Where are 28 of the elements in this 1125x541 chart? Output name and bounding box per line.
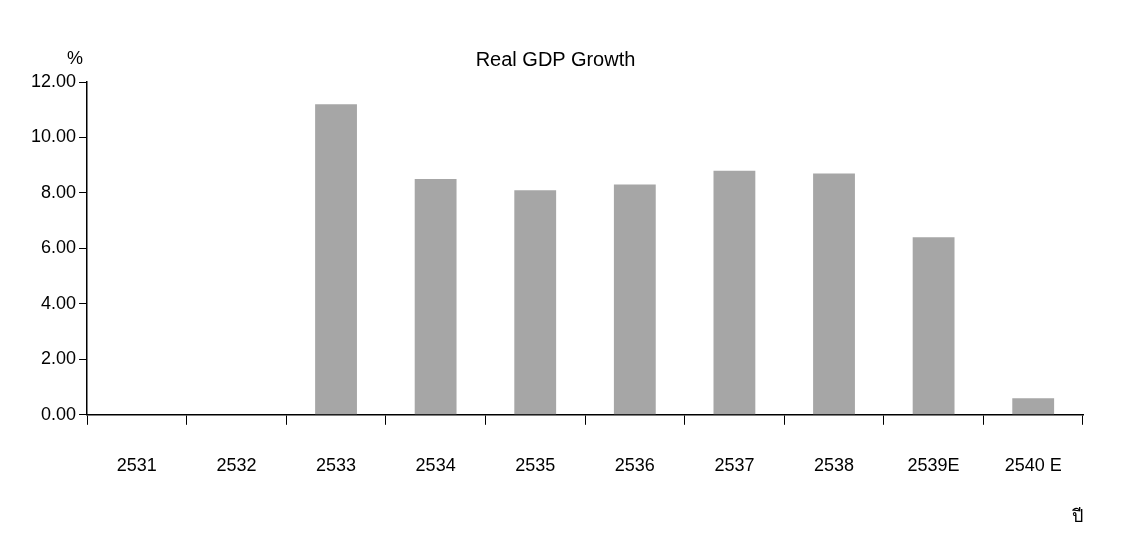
bar xyxy=(315,104,357,415)
x-tick-label: 2531 xyxy=(116,454,157,475)
x-tick-label: 2537 xyxy=(714,454,755,475)
bar xyxy=(613,184,656,415)
x-tick-label: 2534 xyxy=(415,454,456,475)
y-tick-label: 2.00 xyxy=(41,348,77,369)
y-tick-label: 0.00 xyxy=(41,403,77,424)
x-tick-label: 2536 xyxy=(614,454,655,475)
bar xyxy=(713,170,756,415)
x-tick-label: 2532 xyxy=(216,454,257,475)
y-tick-label: 4.00 xyxy=(41,292,77,313)
x-tick-label: 2540 E xyxy=(1004,454,1062,475)
x-tick-label: 2535 xyxy=(515,454,556,475)
bar xyxy=(514,190,557,415)
bar xyxy=(912,237,955,415)
bar xyxy=(813,173,855,415)
bar xyxy=(1012,398,1055,415)
y-tick-label: 8.00 xyxy=(41,181,77,202)
y-tick-label: 6.00 xyxy=(41,237,77,258)
x-tick-label: 2533 xyxy=(316,454,357,475)
x-axis-title: ปี xyxy=(1072,506,1083,527)
y-tick-label: 12.00 xyxy=(31,70,77,91)
x-tick-label: 2539E xyxy=(907,454,960,475)
y-tick-label: 10.00 xyxy=(31,126,77,147)
chart-title: Real GDP Growth xyxy=(475,47,636,70)
y-axis-title: % xyxy=(67,47,84,68)
bar xyxy=(414,179,457,415)
x-tick-label: 2538 xyxy=(813,454,855,475)
